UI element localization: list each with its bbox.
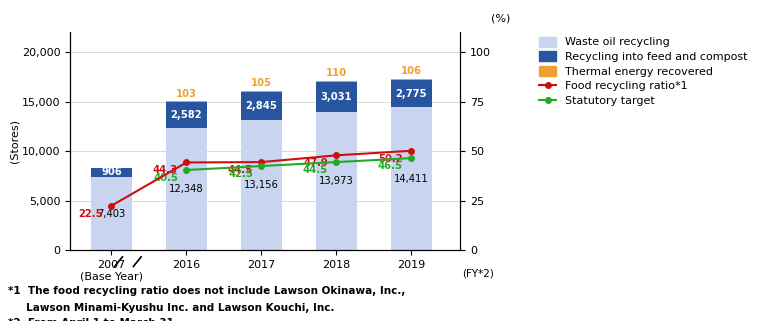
Text: 3,031: 3,031 [321,92,353,102]
Text: (FY*2): (FY*2) [463,268,495,278]
Text: 22.5: 22.5 [78,209,103,219]
Text: *2  From April 1 to March 31.: *2 From April 1 to March 31. [8,318,178,321]
Bar [391,108,432,250]
Text: 44.5: 44.5 [228,165,253,175]
Text: 2,845: 2,845 [246,101,278,111]
Bar [316,82,357,112]
Text: 7,403: 7,403 [98,209,126,219]
Text: *1  The food recycling ratio does not include Lawson Okinawa, Inc.,: *1 The food recycling ratio does not inc… [8,286,405,296]
Text: 44.3: 44.3 [153,165,178,176]
Text: 103: 103 [176,89,197,99]
Text: 50.2: 50.2 [378,154,402,164]
Bar [316,81,357,82]
Bar [241,120,282,250]
Text: Lawson Minami-Kyushu Inc. and Lawson Kouchi, Inc.: Lawson Minami-Kyushu Inc. and Lawson Kou… [8,303,335,313]
Text: 42.5: 42.5 [228,169,253,179]
Bar [90,168,132,177]
Text: 110: 110 [326,68,347,78]
Text: 2,775: 2,775 [395,89,427,99]
Text: 46.5: 46.5 [378,161,403,171]
Bar [391,80,432,108]
Text: 44.5: 44.5 [303,165,328,175]
Bar [166,102,207,128]
Text: 14,411: 14,411 [394,174,429,184]
Text: 906: 906 [101,168,122,178]
Text: 13,973: 13,973 [319,176,354,186]
Legend: Waste oil recycling, Recycling into feed and compost, Thermal energy recovered, : Waste oil recycling, Recycling into feed… [536,33,750,109]
Bar [316,112,357,250]
Bar [90,177,132,250]
Text: 105: 105 [251,78,272,88]
Bar [166,101,207,102]
Bar [391,79,432,80]
Text: 13,156: 13,156 [244,180,279,190]
Text: (%): (%) [491,13,511,23]
Text: 40.5: 40.5 [153,173,178,183]
Y-axis label: (Stores): (Stores) [9,119,19,163]
Text: 2,582: 2,582 [171,110,202,120]
Text: 12,348: 12,348 [169,184,204,194]
Text: 106: 106 [401,66,422,76]
Bar [241,91,282,120]
Bar [166,128,207,250]
Text: 47.9: 47.9 [303,158,328,168]
